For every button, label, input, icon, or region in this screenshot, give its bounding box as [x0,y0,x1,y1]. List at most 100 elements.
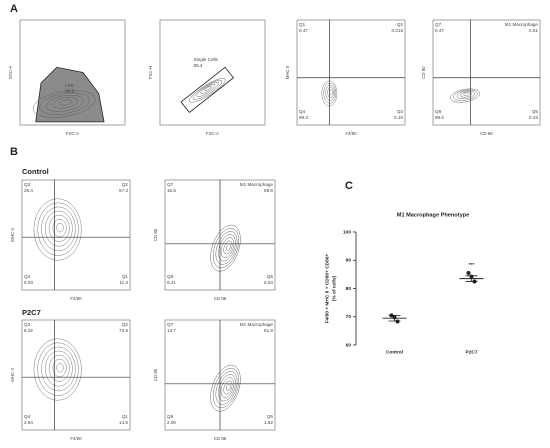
quadrant-name: Q3 [397,109,404,114]
contour [210,364,241,412]
gate-name: Live [65,82,74,87]
contour [220,237,235,258]
plot-frame [19,19,126,126]
contour [41,206,76,252]
x-tick-label: P2C7 [466,349,478,355]
quadrant-value: 2.00 [167,420,176,425]
data-point [395,319,400,324]
quadrant-value: 8.32 [24,328,33,333]
y-axis-label: MHC II [10,368,15,382]
contour [204,85,212,92]
contour [327,87,334,98]
contour [56,363,64,373]
y-axis-label: CD 80 [421,66,426,79]
contour [33,338,82,401]
chart-title: M1 Macrophage Phenotype [397,212,469,218]
contour [52,97,78,109]
contour [456,90,475,100]
quadrant-name: Q4 [299,109,306,114]
y-axis-label: CD 80 [153,368,158,381]
contour [48,214,70,242]
data-point [466,270,471,275]
gate-value: 85.4 [194,63,203,68]
plot-frame [159,19,266,126]
x-axis-label: FSC-A [66,131,79,136]
contour [189,78,226,103]
x-axis-label: FSC-A [206,131,219,136]
quadrant-value: 0.016 [392,28,404,33]
contour [463,92,470,96]
contour [196,82,219,97]
quadrant-name: Q2 [122,322,129,327]
quadrant-value: 0.51 [529,28,538,33]
group-label: P2C7 [22,308,41,317]
contour [226,383,231,391]
contour [33,198,82,261]
gate [35,66,105,123]
panel-label: A [10,3,18,15]
error-bar [465,275,478,282]
quadrant-value: 5.03 [24,280,33,285]
quadrant-name: Q3 [24,182,31,187]
y-axis-label: (% of cells) [331,275,337,301]
y-tick-label: 90 [346,258,352,264]
y-tick-label: 60 [346,342,352,348]
contour [215,371,238,405]
quadrant-name: M1 Macrophage [240,322,274,327]
quadrant-value: 14.8 [119,420,128,425]
quadrant-name: Q7 [435,22,442,27]
x-axis-label: CD 86 [480,131,493,136]
y-axis-label: CD 80 [153,228,158,241]
contour [223,240,233,255]
contour [48,354,70,382]
contour [45,350,73,387]
quadrant-name: Q5 [267,274,274,279]
quadrant-name: Q5 [532,109,539,114]
y-tick-label: 100 [343,229,351,235]
quadrant-name: Q3 [24,322,31,327]
y-tick-label: 70 [346,314,352,320]
contour [192,80,223,100]
x-axis-label: F4/80 [345,131,357,136]
contour [56,223,64,233]
quadrant-value: 5.54 [264,280,273,285]
y-axis-label: F4/80 + MHC II + CD80+ CD86+ [324,254,330,324]
quadrant-name: Q7 [167,182,174,187]
quadrant-name: Q4 [24,414,31,419]
quadrant-name: Q4 [24,274,31,279]
quadrant-value: 0.23 [529,115,538,120]
quadrant-name: Q8 [167,274,174,279]
quadrant-name: Q1 [122,414,129,419]
plot-frame [432,19,541,126]
quadrant-name: Q2 [397,22,404,27]
contour [52,218,67,237]
contour [39,92,90,115]
contour [212,367,239,409]
contour [41,346,76,392]
contour [45,210,73,247]
contour [215,231,238,265]
quadrant-value: 2.94 [24,420,33,425]
contour [226,243,231,251]
contour [329,89,333,96]
quadrant-name: Q7 [167,322,174,327]
quadrant-value: 81.9 [264,328,273,333]
x-axis-label: F4/80 [70,436,82,441]
y-axis-label: SSC-A [8,66,13,79]
group-label: Control [22,167,49,176]
quadrant-name: Q1 [122,274,129,279]
quadrant-name: Q1 [299,22,306,27]
panel-label: B [10,146,18,158]
quadrant-name: M1 Macrophage [505,22,539,27]
x-axis-label: CD 86 [214,436,227,441]
contour [453,89,478,101]
quadrant-value: 99.3 [299,115,308,120]
quadrant-value: 0.47 [435,28,444,33]
plot-frame [21,179,131,291]
quadrant-name: Q8 [435,109,442,114]
contour [323,82,337,104]
gate-value: 86.5 [65,88,74,93]
quadrant-value: 99.0 [435,115,444,120]
contour [450,88,481,103]
